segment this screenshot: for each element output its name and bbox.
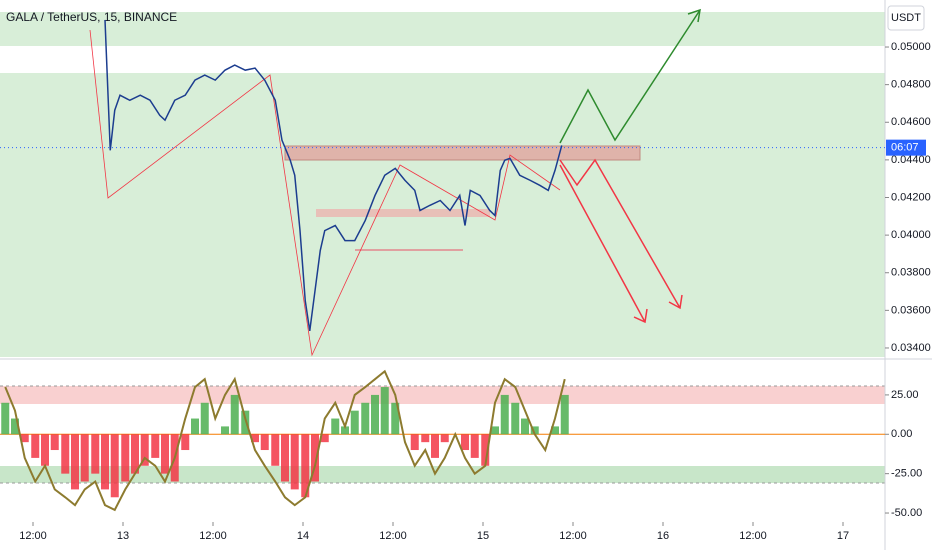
histogram-bar	[470, 434, 479, 458]
zigzag	[89, 29, 561, 357]
currency-button[interactable]	[887, 5, 925, 31]
histogram-bar	[361, 402, 370, 435]
histogram-bar	[230, 394, 239, 435]
histogram-bar	[341, 426, 349, 435]
last-price-tag	[886, 139, 926, 156]
histogram-bar	[11, 418, 19, 435]
histogram-bar	[290, 434, 299, 490]
oscillator-line	[4, 369, 566, 512]
histogram-bar	[521, 418, 529, 435]
histogram-bar	[50, 434, 59, 451]
histogram-bar	[71, 434, 79, 490]
histogram-bar	[281, 434, 289, 482]
y-tick-label: 0.04800	[891, 79, 931, 91]
y-tick-label: 0.04400	[891, 154, 931, 166]
last-price-label: 06:07	[891, 142, 919, 154]
arrow-head	[668, 294, 683, 310]
arrow-head	[633, 308, 648, 324]
resistance-box	[284, 145, 641, 161]
histogram-bar	[410, 434, 419, 451]
histogram-bar	[110, 434, 119, 498]
histogram-bar	[440, 434, 449, 443]
histogram-bar	[311, 434, 319, 482]
histogram-bar	[511, 402, 520, 435]
histogram-bar	[121, 434, 130, 482]
bear-arrow	[559, 164, 646, 323]
y-tick-label: 0.03400	[891, 342, 931, 354]
histogram-bar	[371, 394, 379, 435]
histogram-bar	[251, 434, 259, 443]
chart-title: GALA / TetherUS, 15, BINANCE	[6, 10, 177, 24]
histogram-bar	[530, 426, 539, 435]
arrow-head	[687, 8, 701, 23]
currency: USDT	[891, 12, 921, 24]
histogram-bar	[260, 434, 269, 451]
histogram-bar	[101, 434, 109, 490]
histogram-bar	[241, 410, 250, 435]
x-tick-label: 12:00	[739, 530, 767, 542]
x-tick-label: 13	[117, 530, 129, 542]
x-tick-label: 12:00	[379, 530, 407, 542]
histogram-bar	[140, 434, 149, 466]
histogram-bar	[20, 434, 29, 443]
x-tick-label: 12:00	[559, 530, 587, 542]
histogram-bar	[221, 426, 229, 435]
support-box	[316, 209, 490, 217]
histogram-bar	[421, 434, 430, 443]
histogram-bar	[350, 410, 359, 435]
histogram-bar	[181, 434, 190, 451]
x-tick-label: 12:00	[19, 530, 47, 542]
histogram-bar	[1, 402, 10, 435]
y-tick-label: 0.03600	[891, 304, 931, 316]
x-tick-label: 14	[297, 530, 309, 542]
y-tick-label: -50.00	[891, 507, 922, 519]
histogram-bar	[200, 402, 209, 435]
overbought-zone	[0, 386, 885, 404]
histogram-bar	[61, 434, 70, 474]
y-tick-label: 0.04600	[891, 116, 931, 128]
histogram-bar	[91, 434, 100, 474]
histogram-bar	[80, 434, 89, 482]
histogram-bar	[461, 434, 469, 451]
histogram-bar	[331, 418, 340, 435]
histogram-bar	[31, 434, 40, 458]
histogram-bar	[131, 434, 139, 474]
histogram-bar	[491, 426, 499, 435]
histogram-bar	[431, 434, 439, 458]
y-tick-label: 0.03800	[891, 267, 931, 279]
histogram-bar	[391, 402, 400, 435]
histogram-bar	[301, 434, 310, 498]
y-tick-label: 25.00	[891, 389, 919, 401]
x-tick-label: 16	[657, 530, 669, 542]
y-tick-label: 0.04200	[891, 191, 931, 203]
green-zone	[0, 12, 885, 46]
y-tick-label: 0.04000	[891, 229, 931, 241]
y-tick-label: 0.00	[891, 428, 912, 440]
bear-arrow	[559, 158, 681, 309]
histogram-bar	[320, 434, 329, 443]
x-tick-label: 17	[837, 530, 849, 542]
histogram-bar	[151, 434, 160, 458]
histogram-bar	[191, 418, 199, 435]
histogram-bar	[380, 387, 389, 435]
y-tick-label: 0.05000	[891, 41, 931, 53]
histogram-bar	[41, 434, 49, 466]
y-tick-label: -25.00	[891, 468, 922, 480]
bull-arrow	[559, 9, 701, 144]
x-tick-label: 15	[477, 530, 489, 542]
histogram-bar	[271, 434, 280, 466]
price-line	[104, 19, 563, 331]
histogram-bar	[161, 434, 169, 474]
histogram-bar	[551, 426, 559, 435]
oversold-zone	[0, 466, 885, 483]
x-tick-label: 12:00	[199, 530, 227, 542]
histogram-bar	[481, 434, 490, 466]
histogram-bar	[560, 394, 569, 435]
histogram-bar	[500, 394, 509, 435]
